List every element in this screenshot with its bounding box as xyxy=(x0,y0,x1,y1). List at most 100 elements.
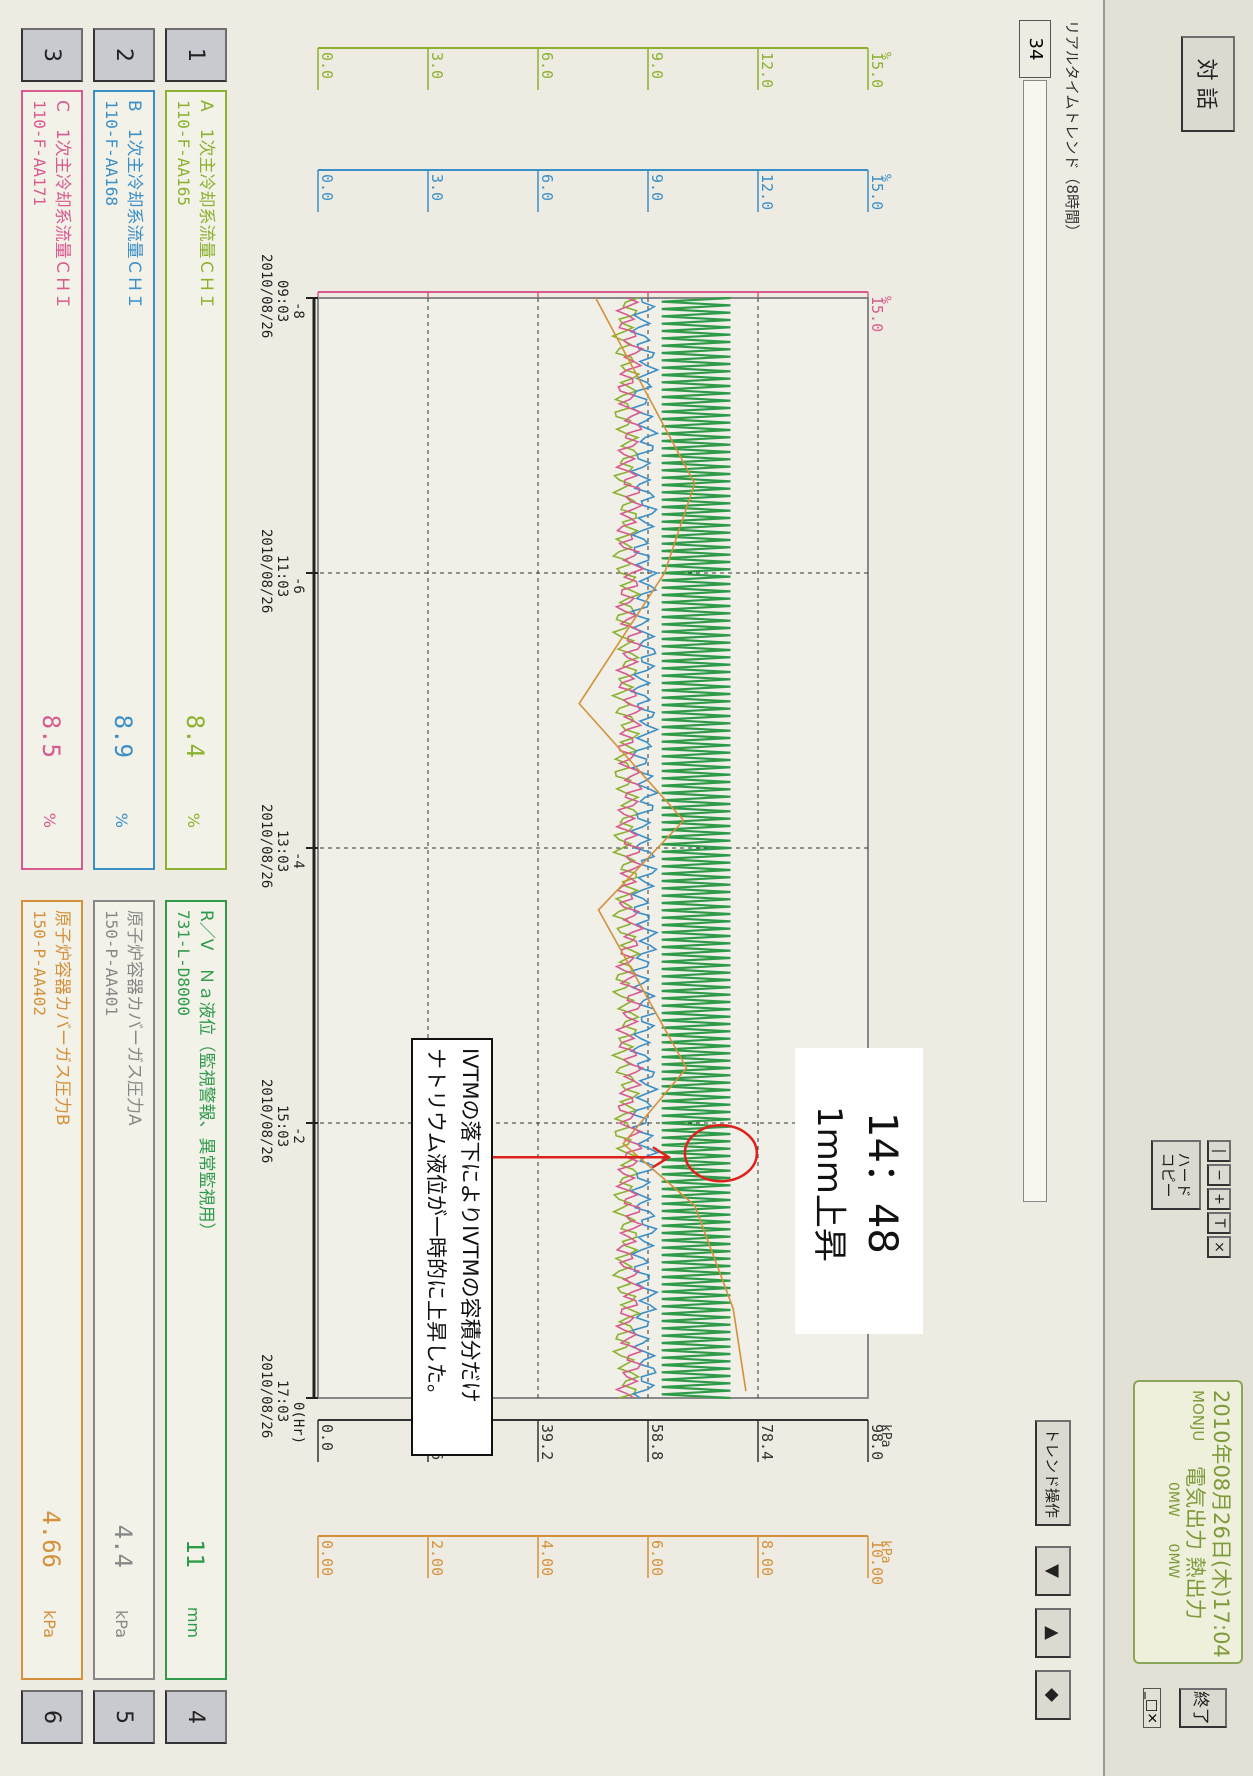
annotation-arrow-head xyxy=(652,1146,672,1169)
panel-value: 8.4 xyxy=(181,714,209,758)
mini-button-5[interactable]: × xyxy=(1207,1236,1231,1258)
mini-button-1[interactable]: | xyxy=(1207,1140,1231,1162)
scale-tick-label-6: 6.00 xyxy=(648,1540,666,1576)
scale-tick-label-1: 15.0 xyxy=(868,52,886,88)
diamond-button[interactable]: ◆ xyxy=(1035,1670,1071,1720)
exit-button[interactable]: 終了 xyxy=(1179,1688,1227,1728)
up-arrow-icon: ▲ xyxy=(1042,1626,1064,1640)
top-bar: 対 話 | − + T × ハード コピー 2010年08月26日(木)17:0… xyxy=(1103,0,1253,1776)
data-panel-3[interactable]: C 1次主冷却系流量ＣＨＩ 110-F-AA171 8.5% xyxy=(21,90,83,870)
panel-tag: 110-F-AA171 xyxy=(30,100,49,206)
scale-tick-label-6: 2.00 xyxy=(428,1540,446,1576)
panel-unit: % xyxy=(112,812,131,828)
panel-number: 3 xyxy=(39,48,65,62)
annotation-rise: 1mm上昇 xyxy=(809,1106,849,1262)
panel-value: 8.9 xyxy=(109,714,137,758)
scale-tick-label-3: 15.0 xyxy=(868,296,886,332)
time-tick-hours: -8 xyxy=(290,302,306,319)
panel-unit: % xyxy=(40,812,59,828)
panel-unit: kPa xyxy=(112,1610,131,1638)
panel-select-button-1[interactable]: 1 xyxy=(165,28,227,82)
data-panel-2[interactable]: B 1次主冷却系流量ＣＨＩ 110-F-AA168 8.9% xyxy=(93,90,155,870)
series-line-2 xyxy=(610,297,642,1399)
time-tick-clock: 11:03 xyxy=(274,555,290,597)
screen-number: 34 xyxy=(1019,20,1051,78)
scale-tick-label-5: 98.0 xyxy=(868,1424,886,1460)
page-title: リアルタイムトレンド（8時間） xyxy=(1063,20,1081,240)
scale-tick-label-6: 10.00 xyxy=(868,1540,886,1585)
data-panel-6[interactable]: 原子炉容器カバーガス圧力B 150-P-AA402 4.66 kPa xyxy=(21,900,83,1680)
panel-select-button-3[interactable]: 3 xyxy=(21,28,83,82)
trend-operation-button[interactable]: トレンド操作 xyxy=(1035,1420,1071,1526)
panel-value: 4.66 xyxy=(37,1510,65,1568)
scale-tick-label-5: 0.0 xyxy=(318,1424,336,1451)
panel-number: 6 xyxy=(39,1710,65,1724)
window-controls[interactable]: _□× xyxy=(1143,1688,1161,1728)
scale-unit-6: kPa xyxy=(878,1540,893,1563)
mini-button-label: × xyxy=(1211,1241,1227,1253)
scale-tick-label-2: 3.0 xyxy=(428,174,446,201)
panel-select-button-5[interactable]: 5 xyxy=(93,1690,155,1744)
mini-button-label: + xyxy=(1211,1193,1227,1205)
annotation-note-line-1: IVTMの落下によりIVTMの容積分だけ xyxy=(458,1048,482,1403)
scale-tick-label-2: 9.0 xyxy=(648,174,666,201)
mini-button-4[interactable]: T xyxy=(1207,1212,1231,1234)
panel-number: 4 xyxy=(183,1710,209,1724)
annotation-note-box: IVTMの落下によりIVTMの容積分だけ ナトリウム液位が一時的に上昇した。 xyxy=(411,1038,493,1456)
dialog-button[interactable]: 対 話 xyxy=(1181,36,1235,132)
time-tick-hours: -2 xyxy=(290,1127,306,1144)
power-label: 電気出力 熱出力 xyxy=(1183,1466,1207,1620)
hardcopy-button[interactable]: ハード コピー xyxy=(1151,1140,1201,1210)
scale-unit-2: % xyxy=(878,174,893,182)
time-tick-clock: 09:03 xyxy=(274,280,290,322)
panel-description: C 1次主冷却系流量ＣＨＩ xyxy=(52,100,72,310)
plant-name: MONJU xyxy=(1189,1390,1207,1442)
datetime: 2010年08月26日(木)17:04 xyxy=(1209,1390,1233,1658)
diamond-icon: ◆ xyxy=(1042,1688,1064,1702)
annotation-note-line-2: ナトリウム液位が一時的に上昇した。 xyxy=(424,1048,448,1405)
panel-unit: % xyxy=(184,812,203,828)
panel-description: B 1次主冷却系流量ＣＨＩ xyxy=(124,100,144,310)
mini-button-label: T xyxy=(1211,1218,1227,1228)
scroll-up-button[interactable]: ▲ xyxy=(1035,1608,1071,1658)
scale-tick-label-6: 8.00 xyxy=(758,1540,776,1576)
panel-tag: 110-F-AA165 xyxy=(174,100,193,206)
time-tick-date: 2010/08/26 xyxy=(258,804,274,888)
mini-button-2[interactable]: − xyxy=(1207,1164,1231,1186)
scale-tick-label-6: 4.00 xyxy=(538,1540,556,1576)
title-input-bar[interactable] xyxy=(1023,80,1047,1202)
panel-unit: kPa xyxy=(40,1610,59,1638)
panel-tag: 731-L-D8000 xyxy=(174,910,193,1016)
scale-tick-label-2: 12.0 xyxy=(758,174,776,210)
mini-button-3[interactable]: + xyxy=(1207,1188,1231,1210)
series-line-1 xyxy=(661,296,731,1400)
scroll-down-button[interactable]: ▼ xyxy=(1035,1546,1071,1596)
panel-select-button-2[interactable]: 2 xyxy=(93,28,155,82)
data-panel-1[interactable]: A 1次主冷却系流量ＣＨＩ 110-F-AA165 8.4% xyxy=(165,90,227,870)
panel-select-button-4[interactable]: 4 xyxy=(165,1690,227,1744)
panel-tag: 150-P-AA402 xyxy=(30,910,49,1016)
data-panel-4[interactable]: R／V Ｎａ液位（監視警報、異常監視用） 731-L-D8000 11 mm xyxy=(165,900,227,1680)
scale-tick-label-1: 3.0 xyxy=(428,52,446,79)
highlight-circle xyxy=(683,1124,759,1183)
panel-number: 1 xyxy=(183,48,209,62)
data-panel-5[interactable]: 原子炉容器カバーガス圧力A 150-P-AA401 4.4 kPa xyxy=(93,900,155,1680)
time-tick-hours: -4 xyxy=(290,852,306,869)
time-tick-date: 2010/08/26 xyxy=(258,1354,274,1438)
panel-number: 5 xyxy=(111,1710,137,1724)
panel-description: R／V Ｎａ液位（監視警報、異常監視用） xyxy=(196,910,216,1240)
time-tick-clock: 13:03 xyxy=(274,830,290,872)
exit-label: 終了 xyxy=(1190,1691,1211,1725)
time-tick-clock: 17:03 xyxy=(274,1380,290,1422)
mini-button-label: − xyxy=(1211,1169,1227,1181)
panel-unit: mm xyxy=(184,1606,203,1638)
panel-select-button-6[interactable]: 6 xyxy=(21,1690,83,1744)
series-line-4 xyxy=(614,297,646,1399)
panel-value: 11 xyxy=(181,1539,209,1568)
scale-tick-label-6: 0.00 xyxy=(318,1540,336,1576)
panel-description: 原子炉容器カバーガス圧力A xyxy=(124,910,144,1126)
scale-tick-label-5: 39.2 xyxy=(538,1424,556,1460)
scale-tick-label-1: 0.0 xyxy=(318,52,336,79)
